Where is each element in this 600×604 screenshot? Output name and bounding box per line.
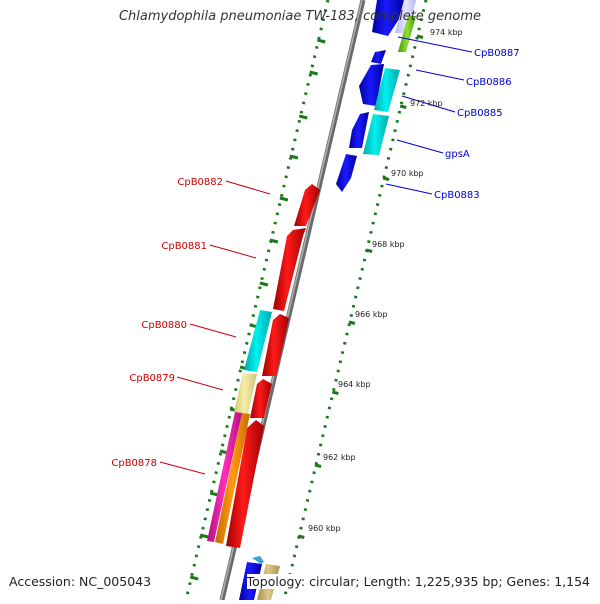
scale-label: 966 kbp — [355, 310, 388, 319]
reverse-gene-labels: CpB0882 CpB0881 CpB0880 CpB0879 CpB0878 — [111, 177, 223, 469]
scale-label: 964 kbp — [338, 380, 371, 389]
inner-major-ticks — [297, 34, 424, 539]
inner-tick-ring — [282, 0, 428, 601]
forward-feature-gpsa-rna — [363, 114, 389, 155]
forward-feature-lavender — [395, 0, 416, 34]
reverse-cds-cpb0881 — [273, 228, 306, 311]
forward-gene-labels: CpB0887 CpB0886 CpB0885 gpsA CpB0883 — [434, 48, 520, 201]
scale-label: 972 kbp — [410, 99, 443, 108]
gene-label-cpb0878[interactable]: CpB0878 — [111, 458, 157, 469]
gene-label-cpb0879[interactable]: CpB0879 — [129, 373, 175, 384]
gene-label-cpb0882[interactable]: CpB0882 — [177, 177, 223, 188]
reverse-feature-magenta — [207, 412, 242, 542]
gene-label-cpb0880[interactable]: CpB0880 — [141, 320, 187, 331]
forward-strand-features — [239, 0, 416, 600]
reverse-cds-cpb0880 — [262, 314, 289, 376]
forward-cds-cpb0887 — [371, 50, 386, 64]
forward-feature-cpb0885 — [374, 68, 400, 112]
forward-cds-cpb0883 — [336, 154, 357, 192]
genome-summary-text: Topology: circular; Length: 1,225,935 bp… — [246, 574, 590, 589]
inner-dotted-ticks — [282, 0, 428, 601]
scale-labels: 974 kbp 972 kbp 970 kbp 968 kbp 966 kbp … — [308, 28, 463, 533]
forward-cds-gpsa — [349, 112, 369, 148]
reverse-cds-cpb0879 — [250, 379, 272, 418]
map-title: Chlamydophila pneumoniae TW-183, complet… — [118, 9, 482, 24]
gene-label-cpb0881[interactable]: CpB0881 — [161, 241, 207, 252]
forward-cds-cpb0888 — [372, 0, 404, 36]
reverse-feature-cpb0879-rna — [234, 373, 257, 414]
accession-text: Accession: NC_005043 — [9, 574, 152, 589]
scale-label: 970 kbp — [391, 169, 424, 178]
forward-cds-cpb0886 — [359, 64, 384, 106]
scale-label: 960 kbp — [308, 524, 341, 533]
forward-feature-small-blue — [252, 556, 264, 564]
reverse-feature-cpb0880-rna — [244, 310, 272, 372]
outer-dotted-ticks — [184, 0, 330, 601]
scale-label: 968 kbp — [372, 240, 405, 249]
gene-label-cpb0886[interactable]: CpB0886 — [466, 77, 512, 88]
gene-label-gpsa[interactable]: gpsA — [445, 149, 470, 160]
gene-label-cpb0885[interactable]: CpB0885 — [457, 108, 503, 119]
reverse-feature-orange — [215, 413, 250, 544]
reverse-strand-features — [207, 184, 320, 548]
scale-label: 962 kbp — [323, 453, 356, 462]
forward-feature-green — [398, 16, 416, 52]
label-leaders — [159, 36, 473, 475]
gene-label-cpb0883[interactable]: CpB0883 — [434, 190, 480, 201]
outer-major-ticks — [189, 38, 326, 581]
reverse-cds-cpb0878 — [226, 420, 264, 548]
gene-label-cpb0887[interactable]: CpB0887 — [474, 48, 520, 59]
reverse-cds-cpb0882 — [294, 184, 320, 226]
scale-label: 974 kbp — [430, 28, 463, 37]
